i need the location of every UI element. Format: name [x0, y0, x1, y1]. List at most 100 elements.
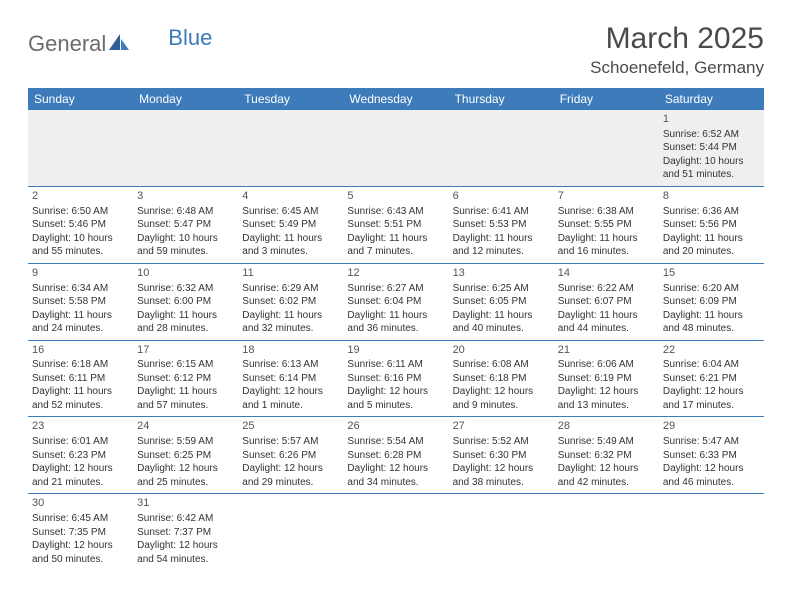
calendar-cell: 29Sunrise: 5:47 AMSunset: 6:33 PMDayligh…: [659, 417, 764, 494]
sunset-text: Sunset: 6:26 PM: [242, 449, 339, 463]
location-text: Schoenefeld, Germany: [590, 58, 764, 78]
calendar-cell: [238, 110, 343, 186]
daylight-text: Daylight: 11 hours and 20 minutes.: [663, 232, 760, 259]
sunset-text: Sunset: 5:46 PM: [32, 218, 129, 232]
sunset-text: Sunset: 6:05 PM: [453, 295, 550, 309]
daylight-text: Daylight: 11 hours and 7 minutes.: [347, 232, 444, 259]
sunrise-text: Sunrise: 5:54 AM: [347, 435, 444, 449]
calendar-week-row: 23Sunrise: 6:01 AMSunset: 6:23 PMDayligh…: [28, 417, 764, 494]
calendar-cell: 28Sunrise: 5:49 AMSunset: 6:32 PMDayligh…: [554, 417, 659, 494]
sunset-text: Sunset: 6:19 PM: [558, 372, 655, 386]
sunrise-text: Sunrise: 6:48 AM: [137, 205, 234, 219]
weekday-header: Sunday: [28, 88, 133, 110]
sail-icon: [108, 33, 130, 56]
sunrise-text: Sunrise: 5:57 AM: [242, 435, 339, 449]
daylight-text: Daylight: 11 hours and 36 minutes.: [347, 309, 444, 336]
sunrise-text: Sunrise: 6:18 AM: [32, 358, 129, 372]
sunset-text: Sunset: 5:47 PM: [137, 218, 234, 232]
calendar-cell: 20Sunrise: 6:08 AMSunset: 6:18 PMDayligh…: [449, 340, 554, 417]
day-number: 11: [242, 266, 339, 281]
day-number: 1: [663, 112, 760, 127]
calendar-cell: 3Sunrise: 6:48 AMSunset: 5:47 PMDaylight…: [133, 186, 238, 263]
daylight-text: Daylight: 10 hours and 51 minutes.: [663, 155, 760, 182]
calendar-cell: 23Sunrise: 6:01 AMSunset: 6:23 PMDayligh…: [28, 417, 133, 494]
day-number: 13: [453, 266, 550, 281]
day-number: 26: [347, 419, 444, 434]
weekday-header: Monday: [133, 88, 238, 110]
day-number: 21: [558, 343, 655, 358]
day-number: 15: [663, 266, 760, 281]
sunset-text: Sunset: 5:56 PM: [663, 218, 760, 232]
daylight-text: Daylight: 10 hours and 59 minutes.: [137, 232, 234, 259]
daylight-text: Daylight: 12 hours and 50 minutes.: [32, 539, 129, 566]
sunrise-text: Sunrise: 6:41 AM: [453, 205, 550, 219]
sunrise-text: Sunrise: 5:52 AM: [453, 435, 550, 449]
daylight-text: Daylight: 11 hours and 48 minutes.: [663, 309, 760, 336]
calendar-week-row: 1Sunrise: 6:52 AMSunset: 5:44 PMDaylight…: [28, 110, 764, 186]
daylight-text: Daylight: 11 hours and 12 minutes.: [453, 232, 550, 259]
day-number: 5: [347, 189, 444, 204]
calendar-cell: 11Sunrise: 6:29 AMSunset: 6:02 PMDayligh…: [238, 263, 343, 340]
calendar-cell: 17Sunrise: 6:15 AMSunset: 6:12 PMDayligh…: [133, 340, 238, 417]
sunset-text: Sunset: 6:32 PM: [558, 449, 655, 463]
sunset-text: Sunset: 6:33 PM: [663, 449, 760, 463]
sunset-text: Sunset: 5:51 PM: [347, 218, 444, 232]
calendar-cell: [554, 110, 659, 186]
calendar-cell: 12Sunrise: 6:27 AMSunset: 6:04 PMDayligh…: [343, 263, 448, 340]
day-number: 23: [32, 419, 129, 434]
daylight-text: Daylight: 12 hours and 25 minutes.: [137, 462, 234, 489]
sunrise-text: Sunrise: 6:50 AM: [32, 205, 129, 219]
day-number: 4: [242, 189, 339, 204]
day-number: 8: [663, 189, 760, 204]
calendar-cell: 14Sunrise: 6:22 AMSunset: 6:07 PMDayligh…: [554, 263, 659, 340]
calendar-cell: 4Sunrise: 6:45 AMSunset: 5:49 PMDaylight…: [238, 186, 343, 263]
sunrise-text: Sunrise: 5:47 AM: [663, 435, 760, 449]
calendar-cell: 6Sunrise: 6:41 AMSunset: 5:53 PMDaylight…: [449, 186, 554, 263]
sunset-text: Sunset: 6:18 PM: [453, 372, 550, 386]
sunset-text: Sunset: 5:49 PM: [242, 218, 339, 232]
calendar-week-row: 2Sunrise: 6:50 AMSunset: 5:46 PMDaylight…: [28, 186, 764, 263]
daylight-text: Daylight: 12 hours and 13 minutes.: [558, 385, 655, 412]
sunrise-text: Sunrise: 6:27 AM: [347, 282, 444, 296]
sunset-text: Sunset: 6:09 PM: [663, 295, 760, 309]
sunrise-text: Sunrise: 6:20 AM: [663, 282, 760, 296]
calendar-cell: [554, 494, 659, 570]
calendar-cell: [238, 494, 343, 570]
calendar-cell: 7Sunrise: 6:38 AMSunset: 5:55 PMDaylight…: [554, 186, 659, 263]
day-number: 10: [137, 266, 234, 281]
calendar-cell: 9Sunrise: 6:34 AMSunset: 5:58 PMDaylight…: [28, 263, 133, 340]
sunrise-text: Sunrise: 6:06 AM: [558, 358, 655, 372]
sunrise-text: Sunrise: 6:25 AM: [453, 282, 550, 296]
day-number: 14: [558, 266, 655, 281]
day-number: 18: [242, 343, 339, 358]
page-header: General Blue March 2025 Schoenefeld, Ger…: [28, 22, 764, 78]
day-number: 25: [242, 419, 339, 434]
sunrise-text: Sunrise: 6:45 AM: [32, 512, 129, 526]
sunset-text: Sunset: 6:12 PM: [137, 372, 234, 386]
weekday-header: Tuesday: [238, 88, 343, 110]
calendar-body: 1Sunrise: 6:52 AMSunset: 5:44 PMDaylight…: [28, 110, 764, 570]
daylight-text: Daylight: 11 hours and 16 minutes.: [558, 232, 655, 259]
day-number: 9: [32, 266, 129, 281]
daylight-text: Daylight: 11 hours and 44 minutes.: [558, 309, 655, 336]
sunset-text: Sunset: 6:07 PM: [558, 295, 655, 309]
sunset-text: Sunset: 6:04 PM: [347, 295, 444, 309]
daylight-text: Daylight: 12 hours and 17 minutes.: [663, 385, 760, 412]
sunset-text: Sunset: 5:58 PM: [32, 295, 129, 309]
calendar-week-row: 30Sunrise: 6:45 AMSunset: 7:35 PMDayligh…: [28, 494, 764, 570]
sunrise-text: Sunrise: 6:08 AM: [453, 358, 550, 372]
calendar-cell: 26Sunrise: 5:54 AMSunset: 6:28 PMDayligh…: [343, 417, 448, 494]
day-number: 6: [453, 189, 550, 204]
calendar-header-row: Sunday Monday Tuesday Wednesday Thursday…: [28, 88, 764, 110]
weekday-header: Saturday: [659, 88, 764, 110]
day-number: 3: [137, 189, 234, 204]
day-number: 7: [558, 189, 655, 204]
calendar-cell: 5Sunrise: 6:43 AMSunset: 5:51 PMDaylight…: [343, 186, 448, 263]
daylight-text: Daylight: 12 hours and 1 minute.: [242, 385, 339, 412]
calendar-week-row: 16Sunrise: 6:18 AMSunset: 6:11 PMDayligh…: [28, 340, 764, 417]
brand-text-blue: Blue: [168, 27, 212, 49]
weekday-header: Wednesday: [343, 88, 448, 110]
daylight-text: Daylight: 11 hours and 40 minutes.: [453, 309, 550, 336]
day-number: 20: [453, 343, 550, 358]
day-number: 31: [137, 496, 234, 511]
